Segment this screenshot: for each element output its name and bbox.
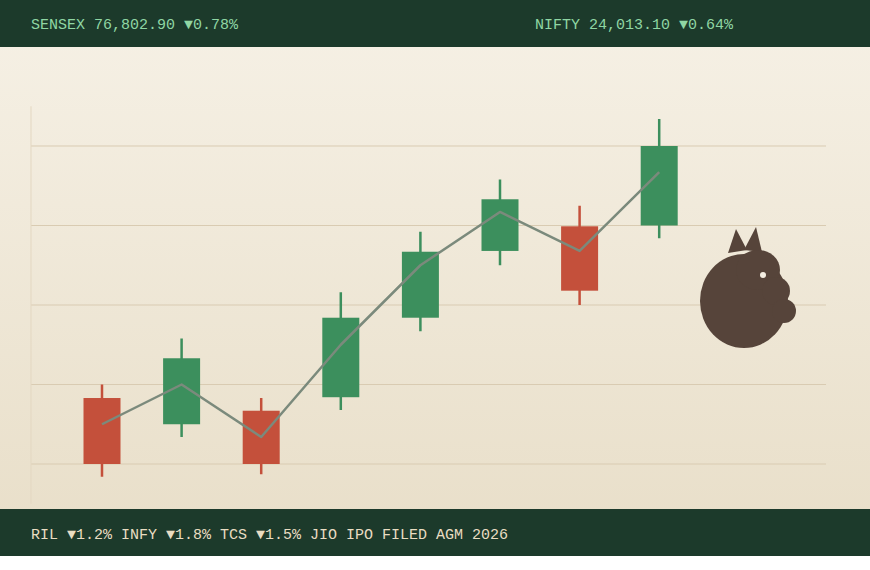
candle-body: [322, 318, 359, 398]
grid-line: [31, 464, 826, 465]
header-bar: [0, 0, 870, 47]
footer-ticker: RIL ▼1.2% INFY ▼1.8% TCS ▼1.5% JIO IPO F…: [31, 527, 508, 544]
mascot-ear: [744, 227, 762, 252]
plot-area: [84, 119, 678, 477]
grid-line: [31, 146, 826, 147]
trend-line: [102, 172, 659, 437]
footer-bar: [0, 509, 870, 556]
header-right: NIFTY 24,013.10 ▼0.64%: [535, 17, 734, 34]
candle-body: [84, 398, 121, 464]
header-left: SENSEX 76,802.90 ▼0.78%: [31, 17, 239, 34]
mascot-ear: [728, 229, 747, 253]
candle-body: [561, 226, 598, 290]
mascot-eye: [760, 272, 766, 278]
grid-line: [31, 225, 826, 226]
grid-line: [31, 384, 826, 385]
candle-body: [482, 199, 519, 251]
y-axis-line: [31, 106, 32, 504]
background: [0, 0, 870, 556]
candle-body: [402, 252, 439, 318]
mascot: [700, 227, 796, 348]
mascot-bump: [772, 299, 796, 323]
canvas: SENSEX 76,802.90 ▼0.78% NIFTY 24,013.10 ▼…: [0, 0, 870, 570]
